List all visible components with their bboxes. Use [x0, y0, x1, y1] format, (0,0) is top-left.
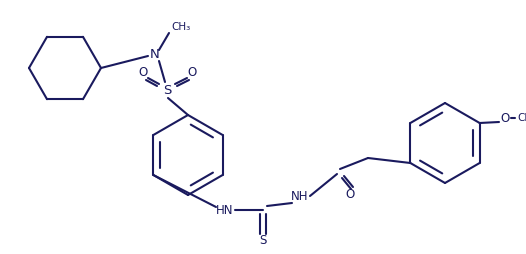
Text: CH₃: CH₃	[517, 113, 526, 123]
Text: O: O	[500, 112, 510, 124]
Text: S: S	[259, 233, 267, 246]
Text: O: O	[138, 67, 148, 80]
Text: S: S	[163, 84, 171, 97]
Text: O: O	[187, 67, 197, 80]
Text: N: N	[150, 49, 160, 61]
Text: NH: NH	[291, 189, 309, 202]
Text: O: O	[346, 188, 355, 201]
Text: HN: HN	[216, 203, 234, 216]
Text: CH₃: CH₃	[171, 22, 190, 32]
